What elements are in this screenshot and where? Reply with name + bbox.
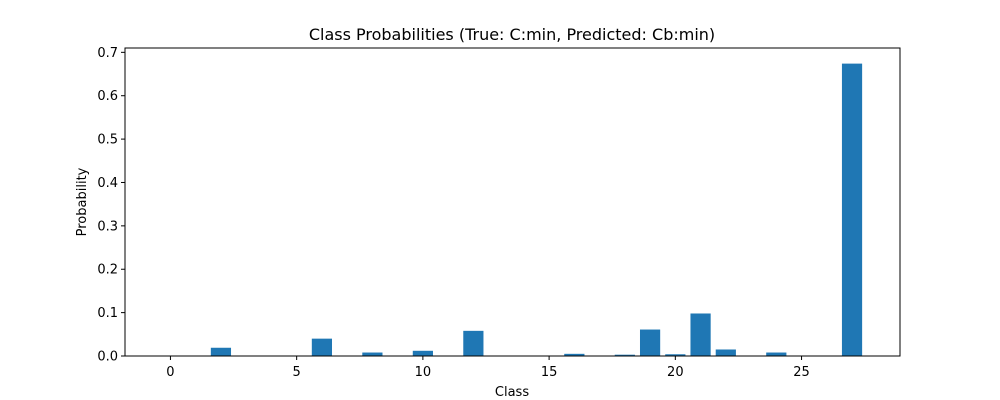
bar-class-12 bbox=[463, 330, 484, 356]
bar-class-8 bbox=[362, 352, 383, 356]
bar-class-22 bbox=[715, 349, 736, 356]
bar-class-21 bbox=[690, 313, 711, 356]
y-tick-label: 0.0 bbox=[97, 350, 118, 365]
y-tick-label: 0.6 bbox=[97, 89, 118, 104]
bar-class-19 bbox=[639, 329, 661, 356]
y-tick-label: 0.4 bbox=[97, 176, 118, 191]
x-axis-label: Class bbox=[495, 385, 529, 400]
y-axis-label: Probability bbox=[75, 167, 90, 236]
x-tick-label: 0 bbox=[166, 365, 174, 380]
bars-group bbox=[160, 63, 863, 356]
y-axis-ticks: 0.0 0.1 0.2 0.3 0.4 0.5 0.6 0.7 bbox=[97, 46, 125, 365]
bar-class-24 bbox=[766, 352, 787, 356]
bar-class-2 bbox=[210, 347, 232, 356]
y-tick-label: 0.5 bbox=[97, 133, 118, 148]
x-tick-label: 15 bbox=[541, 365, 558, 380]
y-tick-label: 0.2 bbox=[97, 263, 118, 278]
plot-frame bbox=[124, 47, 901, 357]
bar-class-16 bbox=[564, 353, 585, 356]
bar-class-20 bbox=[665, 354, 686, 356]
y-tick-label: 0.7 bbox=[97, 46, 118, 61]
x-axis-ticks: 0 5 10 15 20 25 bbox=[166, 356, 810, 380]
x-tick-label: 10 bbox=[415, 365, 432, 380]
bar-class-18 bbox=[614, 354, 635, 356]
x-tick-label: 5 bbox=[293, 365, 301, 380]
bar-class-27 bbox=[841, 63, 863, 356]
bar-class-6 bbox=[311, 338, 333, 356]
chart-title: Class Probabilities (True: C:min, Predic… bbox=[309, 25, 715, 44]
bar-class-10 bbox=[412, 350, 433, 356]
y-tick-label: 0.3 bbox=[97, 219, 118, 234]
y-tick-label: 0.1 bbox=[97, 306, 118, 321]
x-tick-label: 25 bbox=[793, 365, 810, 380]
x-tick-label: 20 bbox=[667, 365, 684, 380]
